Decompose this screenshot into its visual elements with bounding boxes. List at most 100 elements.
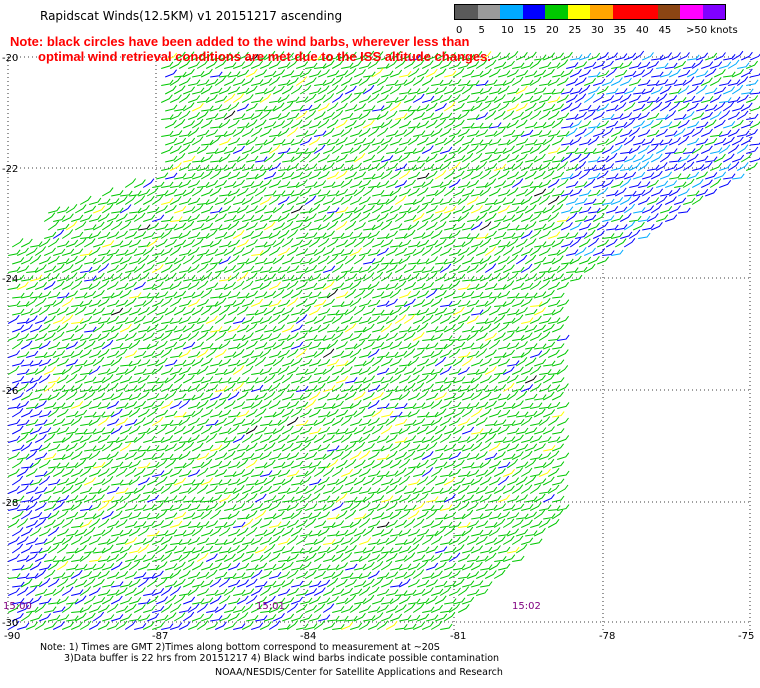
wind-barb [422, 163, 435, 171]
wind-barb [70, 484, 83, 494]
wind-barb [183, 512, 196, 520]
wind-barb [713, 119, 726, 129]
wind-barb [678, 52, 690, 61]
wind-barb [444, 70, 457, 78]
wind-barb [120, 394, 133, 401]
wind-barb [75, 495, 88, 503]
wind-barb [269, 281, 281, 290]
wind-barb [111, 307, 124, 316]
wind-barb [335, 578, 348, 588]
wind-barb [341, 300, 354, 307]
wind-barb [404, 623, 417, 630]
wind-barb [403, 382, 416, 392]
wind-barb [444, 257, 457, 265]
wind-barb [502, 331, 515, 341]
wind-barb [506, 136, 519, 146]
wind-barb [503, 163, 516, 171]
wind-barb [259, 179, 272, 188]
wind-barb [120, 376, 133, 384]
wind-barb [215, 417, 227, 426]
wind-barb [107, 213, 119, 222]
wind-barb [192, 341, 204, 350]
wind-barb [142, 264, 155, 273]
wind-barb [272, 85, 285, 95]
wind-barb [20, 510, 33, 520]
wind-barb [165, 359, 178, 367]
wind-barb [381, 478, 394, 486]
wind-barb [133, 417, 146, 426]
wind-barb [97, 263, 110, 273]
wind-barb [120, 613, 132, 622]
wind-barb [440, 349, 452, 358]
wind-barb [390, 613, 403, 622]
wind-barb [444, 290, 456, 299]
wind-barb [511, 76, 524, 86]
wind-barb [197, 164, 210, 171]
wind-barb [309, 103, 322, 112]
wind-barb [282, 274, 295, 282]
wind-barb [467, 520, 480, 528]
wind-barb [629, 215, 642, 222]
wind-barb [700, 145, 713, 154]
wind-barb [344, 68, 357, 78]
wind-barb [435, 513, 448, 520]
wind-barb [219, 190, 232, 197]
wind-barb [665, 163, 678, 171]
wind-barb [25, 247, 38, 256]
wind-barb [327, 428, 340, 435]
wind-barb [80, 385, 93, 392]
wind-barb [479, 442, 492, 452]
wind-barb [417, 87, 430, 95]
wind-barb [174, 71, 187, 78]
wind-barb [291, 205, 303, 214]
wind-barb [444, 427, 457, 435]
wind-barb [444, 409, 456, 418]
wind-barb [61, 535, 74, 545]
wind-barb [422, 213, 434, 222]
wind-barb [467, 369, 480, 375]
wind-barb [728, 111, 740, 120]
wind-barb [281, 85, 294, 95]
wind-barb [498, 189, 511, 197]
wind-barb [345, 579, 357, 588]
wind-barb [620, 148, 633, 154]
wind-barb [524, 221, 537, 231]
wind-barb [254, 205, 267, 214]
wind-barb [471, 189, 484, 197]
wind-barb [183, 120, 195, 129]
wind-barb [476, 486, 488, 494]
wind-barb [466, 145, 479, 154]
wind-barb [485, 230, 497, 239]
wind-barb [623, 220, 636, 231]
wind-barb [380, 136, 393, 146]
wind-barb [174, 462, 187, 469]
wind-barb [349, 280, 362, 290]
wind-barb [209, 509, 222, 520]
wind-barb [385, 59, 398, 69]
wind-barb [431, 146, 444, 154]
wind-barb [228, 171, 241, 180]
wind-barb [408, 579, 420, 588]
wind-barb [484, 297, 497, 307]
wind-barb [251, 351, 264, 358]
wind-barb [390, 358, 402, 367]
wind-barb [520, 416, 533, 426]
wind-barb [611, 113, 624, 120]
time-label: 15:02 [512, 601, 541, 612]
wind-barb [368, 199, 381, 205]
wind-barb [156, 256, 169, 265]
wind-barb [170, 554, 183, 562]
wind-barb [732, 104, 745, 112]
wind-barb [413, 486, 426, 494]
wind-barb [272, 425, 285, 435]
wind-barb [305, 385, 318, 392]
wind-barb [548, 299, 561, 307]
wind-barb [201, 325, 214, 333]
wind-barb [426, 308, 439, 316]
wind-barb [340, 93, 353, 103]
wind-barb [471, 462, 484, 469]
wind-barb [218, 305, 231, 316]
wind-barb [615, 88, 628, 95]
wind-barb [407, 510, 420, 520]
wind-barb [665, 180, 678, 188]
